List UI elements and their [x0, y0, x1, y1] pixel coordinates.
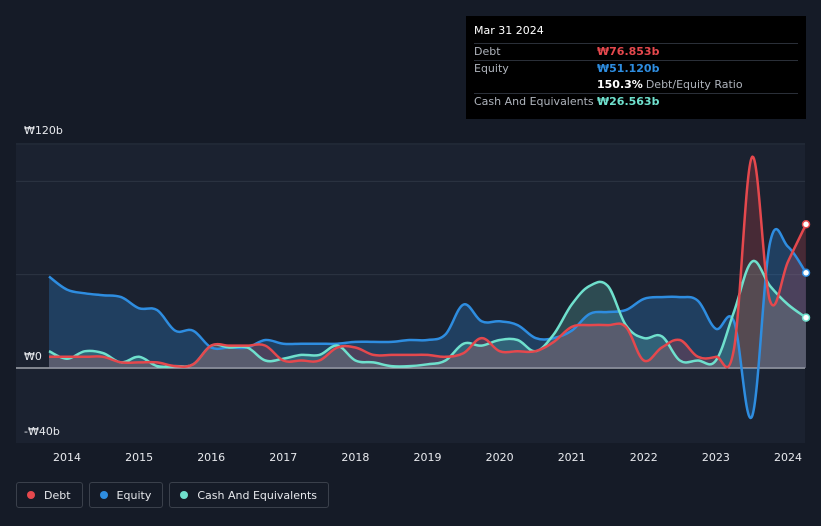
y-tick-label-bottom: -₩40b: [24, 425, 60, 438]
x-tick-label-2015: 2015: [125, 451, 153, 464]
equity-dot-icon: [99, 491, 108, 499]
legend-debt-label: Debt: [44, 488, 71, 502]
x-tick-label-2019: 2019: [414, 451, 442, 464]
tooltip-ratio-label: Debt/Equity Ratio: [645, 78, 743, 91]
x-tick-label-2020: 2020: [486, 451, 514, 464]
tooltip-equity-label: Equity: [474, 62, 509, 75]
x-tick-label-2023: 2023: [702, 451, 730, 464]
tooltip-equity-value: ₩51.120b: [597, 62, 660, 75]
x-tick-label-2014: 2014: [53, 451, 81, 464]
tooltip-cash-row: Cash And Equivalents ₩26.563b: [474, 93, 798, 110]
tooltip-debt-label: Debt: [474, 45, 501, 58]
x-tick-label-2022: 2022: [630, 451, 658, 464]
legend-equity-label: Equity: [116, 488, 152, 502]
equity-line: [48, 227, 808, 420]
tooltip-debt-value: ₩76.853b: [597, 45, 660, 58]
cash-dot-icon: [180, 491, 189, 499]
tooltip-cash-label: Cash And Equivalents: [474, 95, 594, 108]
legend-item-debt[interactable]: Debt: [16, 482, 83, 508]
equity-end-marker: [801, 268, 811, 278]
x-tick-label-2018: 2018: [341, 451, 369, 464]
debt-end-marker: [801, 220, 811, 229]
tooltip-ratio-value: 150.3%: [597, 78, 643, 91]
legend-item-equity[interactable]: Equity: [88, 482, 164, 508]
data-tooltip: Mar 31 2024 Debt ₩76.853b Equity ₩51.120…: [466, 16, 806, 119]
y-tick-label-zero: ₩0: [24, 350, 42, 363]
x-axis-labels: 2014 2015 2016 2017 2018 2019 2020 2021 2022 2023…: [53, 451, 802, 464]
y-tick-label-top: ₩120b: [24, 124, 63, 137]
cash-and-equivalents-area: [49, 260, 806, 368]
debt-dot-icon: [27, 491, 35, 499]
y-axis-labels: ₩120b ₩0 -₩40b: [24, 124, 63, 438]
tooltip-date: Mar 31 2024: [474, 24, 544, 37]
legend-cash-label: Cash And Equivalents: [197, 488, 317, 502]
debt-line: [49, 155, 808, 369]
legend-item-cash[interactable]: Cash And Equivalents: [169, 482, 329, 508]
x-tick-label-2017: 2017: [269, 451, 297, 464]
series-end-markers: [801, 220, 811, 322]
x-tick-label-2021: 2021: [558, 451, 586, 464]
grid-lines: [16, 143, 805, 369]
x-tick-label-2024: 2024: [774, 451, 802, 464]
chart-legend: Debt Equity Cash And Equivalents: [16, 482, 329, 510]
cash-and-equivalents-end-marker: [801, 313, 811, 322]
tooltip-equity-row: Equity ₩51.120b: [474, 60, 798, 77]
tooltip-cash-value: ₩26.563b: [597, 95, 660, 108]
series-areas: [49, 156, 806, 418]
series-lines: [48, 155, 808, 420]
tooltip-ratio-row: 150.3% Debt/Equity Ratio: [474, 77, 798, 93]
tooltip-debt-row: Debt ₩76.853b: [474, 43, 798, 60]
plot-background: [16, 145, 805, 443]
x-tick-label-2016: 2016: [197, 451, 225, 464]
equity-area: [49, 229, 806, 418]
